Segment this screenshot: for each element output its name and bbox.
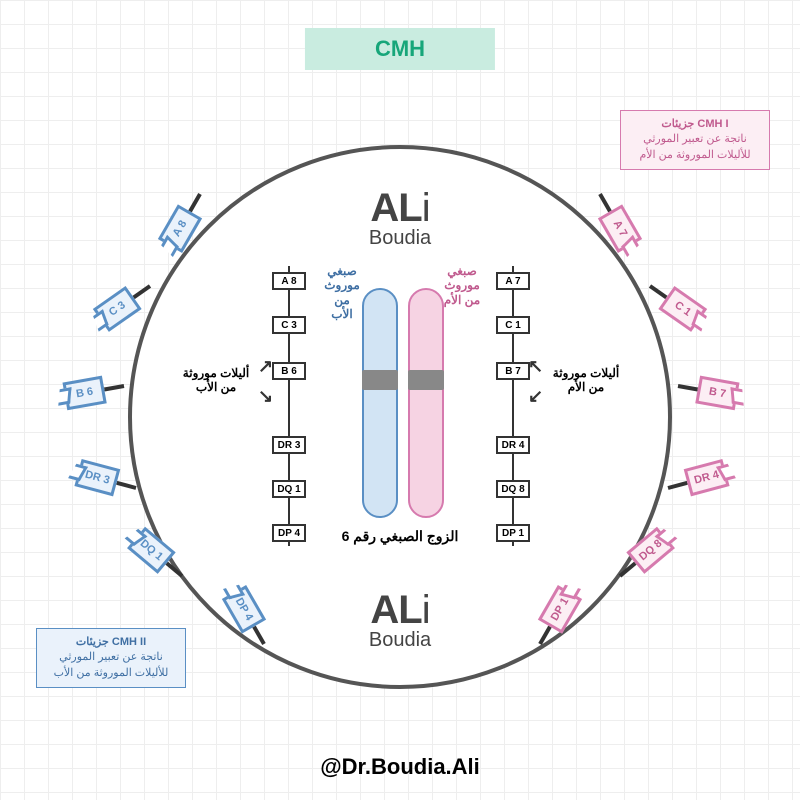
info-box-mother: جزيئات CMH I ناتجة عن تعبير المورثي للأل… xyxy=(620,110,770,170)
chromosome-father xyxy=(362,288,398,518)
gene-box: DQ 1 xyxy=(272,480,306,498)
title-box: CMH xyxy=(305,28,495,70)
gene-box: DQ 8 xyxy=(496,480,530,498)
chromo-label-mother: صبغيموروثمن الأم xyxy=(442,264,482,307)
arrow-father-down: ↘ xyxy=(258,386,273,407)
chromosome-mother xyxy=(408,288,444,518)
author-handle: @Dr.Boudia.Ali xyxy=(320,754,480,780)
allele-label-father: أليلات موروثة من الأب xyxy=(176,366,256,395)
chromosome-pair-label: الزوج الصبغي رقم 6 xyxy=(342,528,459,545)
gene-box: C 3 xyxy=(272,316,306,334)
watermark-top: ALi Boudia xyxy=(369,188,431,248)
gene-box: A 7 xyxy=(496,272,530,290)
gene-strip-father xyxy=(288,266,290,546)
gene-box: DR 4 xyxy=(496,436,530,454)
gene-box: DP 4 xyxy=(272,524,306,542)
chromo-label-father: صبغيموروثمن الأب xyxy=(322,264,362,322)
arrow-mother-up: ↖ xyxy=(528,356,543,377)
watermark-bottom: ALi Boudia xyxy=(369,590,431,650)
allele-label-mother: أليلات موروثة من الأم xyxy=(546,366,626,395)
gene-box: C 1 xyxy=(496,316,530,334)
gene-box: A 8 xyxy=(272,272,306,290)
info-box-father: جزيئات CMH II ناتجة عن تعبير المورثي للأ… xyxy=(36,628,186,688)
arrow-mother-down: ↙ xyxy=(528,386,543,407)
gene-box: DP 1 xyxy=(496,524,530,542)
gene-box: B 7 xyxy=(496,362,530,380)
arrow-father-up: ↗ xyxy=(258,356,273,377)
gene-box: B 6 xyxy=(272,362,306,380)
gene-box: DR 3 xyxy=(272,436,306,454)
gene-strip-mother xyxy=(512,266,514,546)
